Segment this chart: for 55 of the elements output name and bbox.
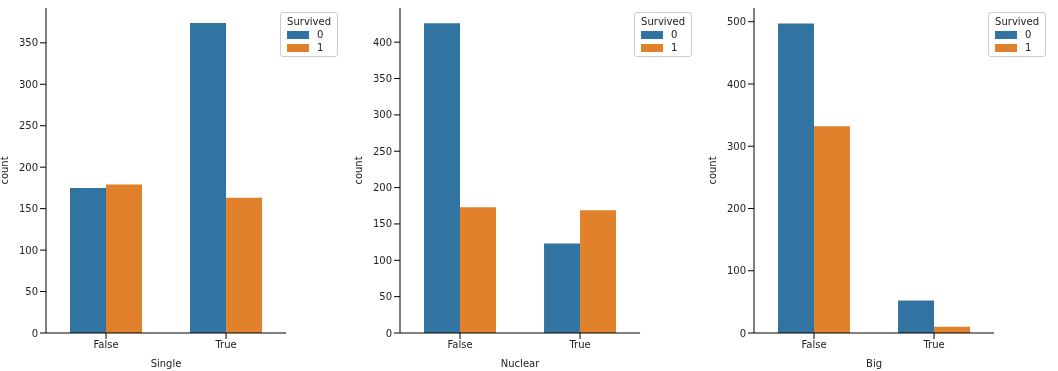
bar xyxy=(70,187,107,333)
y-tick-label: 350 xyxy=(18,37,38,49)
y-tick-label: 200 xyxy=(18,161,38,173)
legend-label: 1 xyxy=(317,42,324,53)
x-axis-title: Big xyxy=(866,358,883,369)
y-tick-label: 50 xyxy=(25,286,38,298)
x-tick-label: True xyxy=(214,339,237,351)
y-tick-label: 0 xyxy=(739,327,746,339)
legend-label: 1 xyxy=(671,42,678,53)
y-tick-label: 250 xyxy=(372,145,392,157)
y-axis-title: count xyxy=(0,156,10,185)
y-tick-label: 500 xyxy=(726,16,746,28)
x-tick-label: True xyxy=(922,339,945,351)
legend-title: Survived xyxy=(995,16,1039,27)
legend-title: Survived xyxy=(641,16,685,27)
y-tick-label: 100 xyxy=(726,265,746,277)
legend-label: 1 xyxy=(1025,42,1032,53)
y-tick-label: 200 xyxy=(372,182,392,194)
y-tick-label: 150 xyxy=(372,218,392,230)
y-tick-label: 300 xyxy=(372,109,392,121)
bar xyxy=(424,23,461,333)
y-tick-label: 350 xyxy=(372,73,392,85)
x-tick-label: False xyxy=(801,339,827,351)
y-tick-label: 200 xyxy=(726,203,746,215)
bar xyxy=(814,126,851,333)
y-tick-label: 400 xyxy=(726,78,746,90)
x-tick-label: False xyxy=(447,339,473,351)
y-axis-title: count xyxy=(352,156,364,185)
bar xyxy=(898,300,935,333)
bar xyxy=(580,210,617,333)
legend-label: 0 xyxy=(1025,29,1032,40)
x-axis-title: Single xyxy=(150,358,182,369)
bar xyxy=(460,207,497,333)
y-tick-label: 250 xyxy=(18,120,38,132)
bar xyxy=(544,243,581,333)
x-tick-label: True xyxy=(568,339,591,351)
y-axis-title: count xyxy=(706,156,718,185)
bar xyxy=(778,23,815,333)
y-tick-label: 0 xyxy=(385,327,392,339)
y-tick-label: 100 xyxy=(18,244,38,256)
legend-title: Survived xyxy=(287,16,331,27)
legend-label: 0 xyxy=(671,29,678,40)
y-tick-label: 100 xyxy=(372,254,392,266)
y-tick-label: 150 xyxy=(18,203,38,215)
y-tick-label: 400 xyxy=(372,36,392,48)
y-tick-label: 300 xyxy=(18,78,38,90)
legend-label: 0 xyxy=(317,29,324,40)
bar xyxy=(190,22,227,333)
bar xyxy=(226,197,263,333)
y-tick-label: 0 xyxy=(31,327,38,339)
y-tick-label: 50 xyxy=(379,291,392,303)
x-axis-title: Nuclear xyxy=(500,358,541,369)
y-tick-label: 300 xyxy=(726,140,746,152)
x-tick-label: False xyxy=(93,339,119,351)
bar xyxy=(106,184,143,333)
